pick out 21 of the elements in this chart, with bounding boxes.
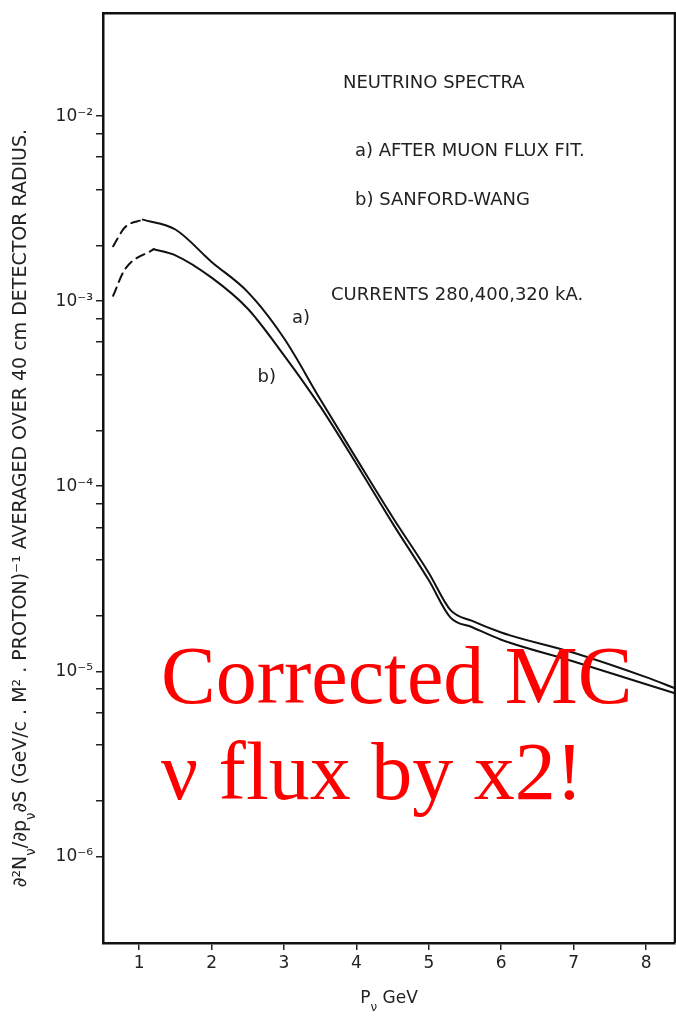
y-tick-label: 10⁻⁶	[55, 844, 94, 865]
series-label: b)	[257, 364, 277, 386]
x-tick-label: 4	[351, 951, 362, 972]
x-tick-label: 7	[568, 951, 580, 972]
x-tick-label: 2	[206, 951, 218, 972]
y-tick-label: 10⁻⁵	[55, 659, 93, 680]
annotation: NEUTRINO SPECTRA	[343, 71, 526, 93]
annotation: b) SANFORD-WANG	[355, 188, 530, 210]
x-tick-label: 6	[495, 951, 507, 972]
y-axis-title: ∂²Nν/∂pν∂S (GeV/c . M² . PROTON)⁻¹ AVERAGED OVER 40 cm DETECTOR RADIUS.	[8, 128, 38, 888]
y-tick-label: 10⁻⁴	[55, 474, 94, 495]
y-tick-label: 10⁻³	[55, 289, 93, 310]
x-tick-label: 1	[133, 951, 145, 972]
annotation: Corrected MC ν flux by x2!	[161, 630, 633, 818]
x-tick-label: 3	[278, 951, 290, 972]
series-label: a)	[292, 305, 311, 327]
y-tick-label: 10⁻²	[55, 104, 93, 125]
x-tick-label: 5	[423, 951, 435, 972]
annotation: a) AFTER MUON FLUX FIT.	[355, 139, 585, 161]
annotation: CURRENTS 280,400,320 kA.	[331, 283, 584, 305]
x-tick-label: 8	[640, 951, 652, 972]
